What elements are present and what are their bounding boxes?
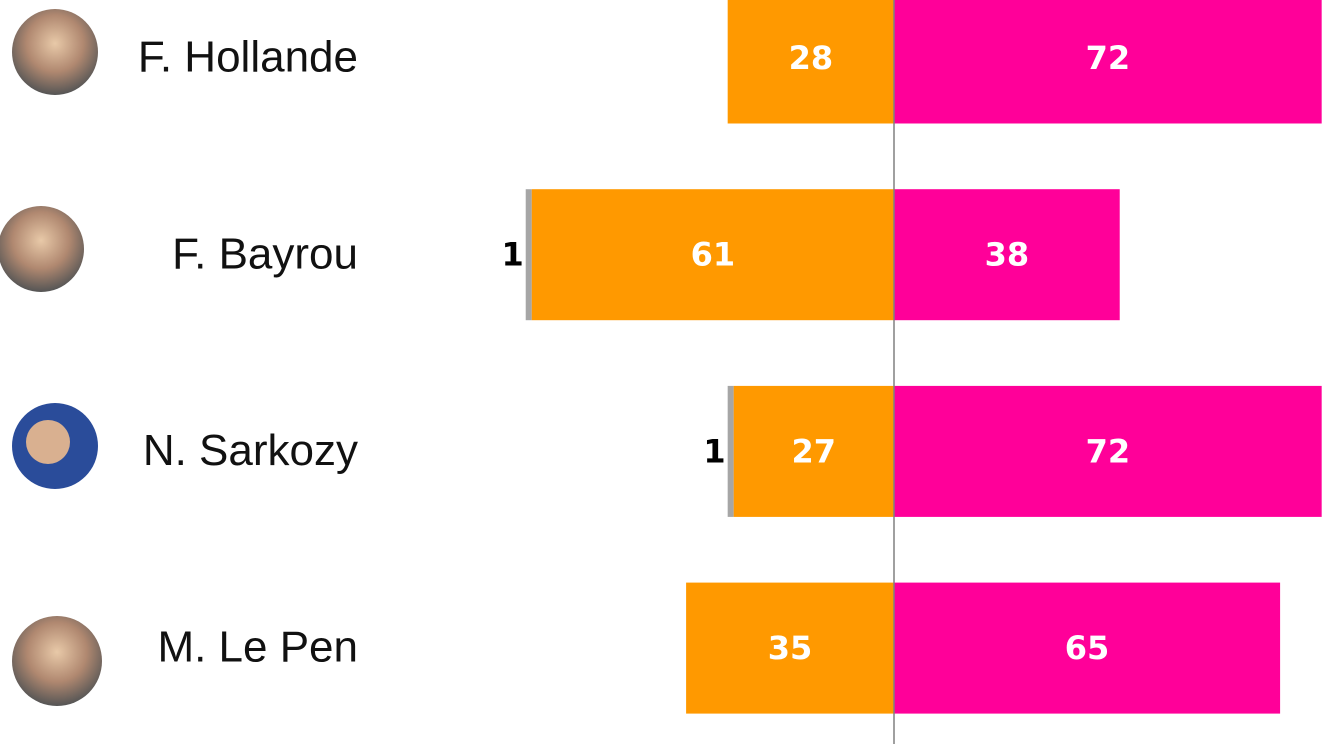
value-label: 28 bbox=[789, 39, 834, 77]
bar-segment bbox=[727, 385, 734, 517]
value-label: 61 bbox=[691, 236, 736, 274]
bar-segment bbox=[525, 189, 532, 321]
bar-segment bbox=[894, 385, 1322, 517]
bar-segment bbox=[727, 0, 894, 124]
bar-segment bbox=[894, 0, 1322, 124]
value-label: 65 bbox=[1065, 629, 1110, 667]
category-label: F. Bayrou bbox=[172, 229, 358, 278]
bar-segment bbox=[733, 385, 894, 517]
category-label: F. Hollande bbox=[138, 33, 358, 82]
photos bbox=[0, 9, 102, 706]
bar-segment bbox=[531, 189, 894, 321]
photo bbox=[12, 616, 102, 706]
category-label: N. Sarkozy bbox=[143, 426, 358, 475]
bar-segment bbox=[894, 582, 1281, 714]
photo bbox=[12, 9, 98, 95]
photo bbox=[0, 206, 84, 292]
value-label: 72 bbox=[1086, 39, 1131, 77]
bar-segment bbox=[894, 189, 1120, 321]
value-label: 38 bbox=[985, 236, 1030, 274]
category-label: M. Le Pen bbox=[157, 623, 358, 672]
value-label: 72 bbox=[1086, 432, 1131, 470]
photo-face bbox=[26, 420, 70, 464]
value-label: 1 bbox=[703, 432, 725, 470]
value-label: 1 bbox=[501, 236, 523, 274]
bar-segment bbox=[686, 582, 894, 714]
value-label: 35 bbox=[768, 629, 813, 667]
value-label: 27 bbox=[792, 432, 837, 470]
